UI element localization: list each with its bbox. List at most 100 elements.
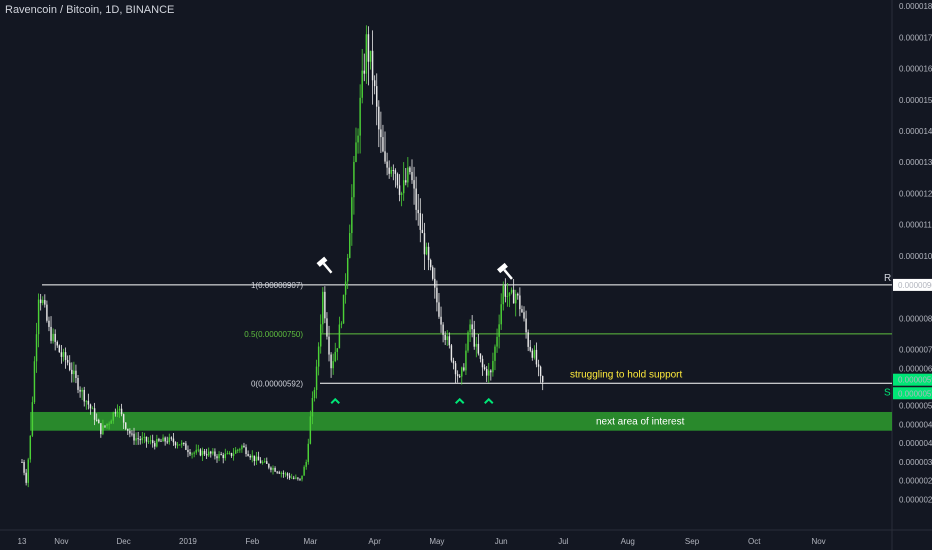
candle-body [116, 410, 119, 414]
candle-body [87, 400, 90, 405]
candle-body [48, 320, 50, 327]
candle-body [461, 367, 463, 377]
candle-body [284, 473, 287, 475]
candle-body [257, 456, 260, 461]
candle-body [471, 324, 473, 330]
candle-body [83, 389, 85, 402]
candle-body [432, 267, 434, 279]
candle-body [465, 350, 467, 371]
candle-body [382, 137, 384, 152]
x-tick-label: Aug [621, 537, 635, 546]
candle-body [176, 444, 179, 446]
candle-body [328, 336, 330, 355]
candle-body [35, 334, 38, 362]
candle-body [388, 167, 390, 174]
candle-body [133, 433, 135, 441]
candle-body [373, 80, 376, 87]
candle-body [201, 451, 204, 456]
candle-body [519, 295, 521, 310]
candle-body [500, 304, 502, 325]
candle-body [523, 312, 525, 319]
candle-body [239, 449, 241, 451]
candle-body [324, 291, 326, 319]
candle-body [120, 408, 123, 415]
candle-body [438, 302, 440, 317]
candle-body [521, 309, 523, 313]
candle-body [313, 389, 316, 398]
candle-body [299, 478, 301, 480]
candle-body [475, 343, 478, 347]
x-tick-label: Jun [495, 537, 508, 546]
candle-body [25, 472, 27, 483]
candle-body [336, 348, 339, 352]
y-tick-label: 0.00000340 [899, 458, 932, 467]
candle-body [50, 326, 52, 341]
candle-body [330, 354, 332, 369]
y-tick-label: 0.00001000 [899, 252, 932, 261]
y-tick-label: 0.00001500 [899, 96, 932, 105]
candle-body [124, 422, 127, 429]
candle-body [255, 456, 258, 461]
candle-body [164, 437, 166, 442]
candle-body [355, 142, 357, 162]
candle-body [340, 323, 343, 325]
candle-body [535, 349, 538, 365]
candle-body [378, 106, 380, 130]
candle-body [42, 299, 44, 304]
candle-body [91, 408, 94, 410]
candle-body [224, 453, 227, 459]
candle-body [154, 443, 156, 447]
candle-body [93, 408, 96, 420]
candle-body [189, 452, 191, 455]
candle-body [384, 151, 386, 162]
x-tick-label: Apr [368, 537, 381, 546]
candle-body [263, 461, 266, 463]
candle-body [477, 343, 480, 354]
hammer-handle [322, 262, 333, 274]
candle-body [338, 324, 341, 349]
candle-body [214, 451, 216, 457]
candle-body [104, 425, 106, 427]
y-tick-label: 0.00000800 [899, 314, 932, 323]
candle-body [253, 455, 256, 461]
candle-body [286, 473, 289, 476]
candle-body [195, 449, 197, 453]
hammer-head [497, 262, 508, 274]
candle-body [81, 389, 83, 392]
candle-body [247, 454, 249, 457]
candle-body [510, 289, 513, 293]
candle-body [62, 352, 65, 357]
candle-body [95, 419, 98, 421]
candle-body [54, 333, 56, 342]
candle-body [118, 408, 121, 411]
annotation-interest: next area of interest [596, 416, 685, 427]
candle-body [218, 454, 220, 459]
candle-body [210, 451, 212, 454]
candle-body [266, 461, 268, 464]
candle-body [398, 185, 401, 195]
candle-body [46, 304, 48, 321]
candle-body [492, 360, 494, 373]
candle-body [446, 336, 448, 341]
candle-body [508, 292, 511, 296]
candle-body [270, 467, 272, 470]
candle-body [423, 233, 426, 255]
candle-body [297, 477, 299, 479]
candle-body [212, 451, 214, 454]
candle-body [353, 161, 355, 198]
candle-body [234, 450, 237, 454]
hammer-icon [316, 256, 333, 274]
candle-body [122, 414, 125, 423]
candle-body [322, 291, 324, 325]
candle-body [290, 477, 293, 479]
candle-body [137, 438, 139, 440]
candle-body [149, 440, 152, 442]
candle-body [371, 50, 374, 81]
candle-body [79, 389, 81, 392]
candle-body [203, 451, 206, 455]
candle-body [436, 287, 438, 303]
candle-body [170, 437, 173, 439]
candle-body [517, 293, 519, 296]
